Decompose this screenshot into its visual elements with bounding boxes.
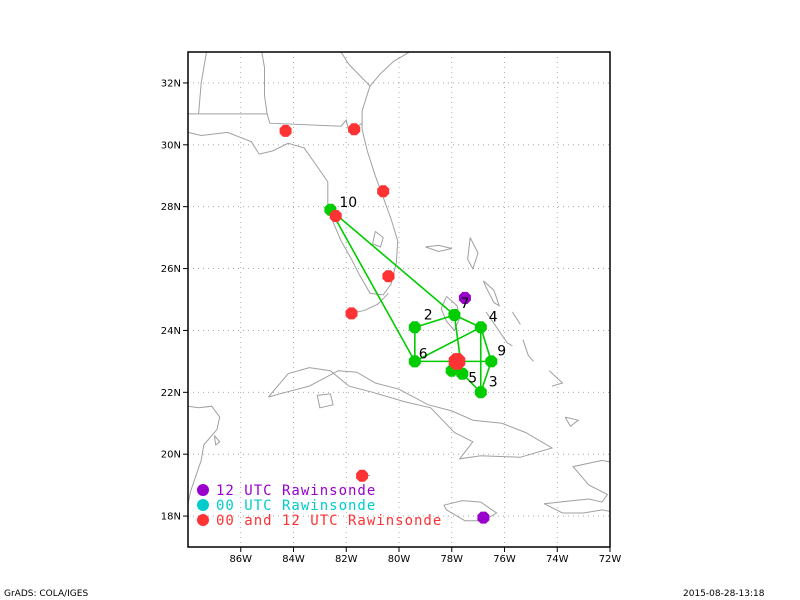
axis-ticks: 86W 84W 82W 80W 78W 76W 74W 72W 18N 20N 22N 24N 26N 2… [161, 78, 622, 565]
tick-label-x: 72W [599, 554, 622, 565]
tick-label-x: 86W [229, 554, 252, 565]
tick-label-x: 82W [335, 554, 358, 565]
tick-label-y: 26N [161, 264, 181, 275]
rawinsonde-00-12utc-marker [345, 307, 358, 320]
coastline [188, 405, 221, 504]
legend-label-12utc: 12 UTC Rawinsonde [216, 483, 376, 499]
station-label: 5 [468, 371, 477, 387]
gridlines [188, 52, 610, 547]
coastline [316, 393, 334, 409]
legend-label-00-12utc: 00 and 12 UTC Rawinsonde [216, 513, 442, 529]
station-label: 10 [339, 195, 357, 211]
track-segment [414, 314, 455, 329]
tick-label-x: 84W [282, 554, 305, 565]
tick-label-y: 30N [161, 140, 181, 151]
legend-label-00utc: 00 UTC Rawinsonde [216, 498, 376, 514]
coastline [544, 459, 610, 505]
footer-credit: GrADS: COLA/IGES [4, 589, 88, 599]
coastline [188, 52, 268, 115]
track-segment [329, 209, 416, 362]
tick-label-x: 80W [388, 554, 411, 565]
tick-label-y: 22N [161, 388, 181, 399]
footer-timestamp: 2015-08-28-13:18 [683, 589, 765, 599]
station-label: 3 [489, 374, 498, 390]
tick-label-y: 32N [161, 78, 181, 89]
tick-label-y: 18N [161, 512, 181, 523]
coastlines [188, 52, 610, 522]
station-point [474, 321, 487, 334]
tick-label-x: 76W [493, 554, 516, 565]
station-point [448, 309, 461, 321]
track-segment [414, 326, 482, 363]
station-labels: 2 3 4 5 6 7 9 10 [339, 195, 506, 390]
station-label: 7 [460, 296, 469, 312]
rawinsonde-00-12utc-marker [377, 185, 390, 198]
coastline [443, 500, 498, 522]
legend-marker-00-12utc [197, 514, 209, 526]
coastline [188, 52, 410, 296]
station-label: 9 [497, 343, 506, 359]
rawinsonde-12utc-marker [477, 511, 490, 524]
coastline [564, 416, 580, 428]
coastline [440, 296, 461, 332]
legend-marker-00utc [197, 499, 209, 511]
station-point [408, 321, 421, 334]
tick-label-y: 24N [161, 326, 181, 337]
tick-label-x: 78W [440, 554, 463, 565]
coastline [372, 231, 384, 248]
rawinsonde-00-12utc-marker [329, 210, 342, 222]
legend-marker-12utc [197, 484, 209, 496]
coastline [198, 52, 207, 114]
station-point [456, 367, 469, 380]
rawinsonde-00-12utc-marker [448, 353, 466, 370]
station-point [474, 386, 487, 399]
coastline [268, 367, 554, 460]
coastline [425, 244, 452, 253]
coastline [340, 52, 371, 87]
rawinsonde-12utc-marker [458, 291, 471, 304]
coastline [522, 339, 534, 362]
legend: 12 UTC Rawinsonde 00 UTC Rawinsonde 00 a… [197, 483, 442, 529]
rawinsonde-00-12utc-marker [348, 123, 361, 136]
rawinsonde-00-12utc-marker [279, 124, 292, 137]
station-label: 4 [489, 309, 498, 325]
track-segment [329, 209, 455, 316]
rawinsonde-00-12utc-marker [356, 469, 369, 482]
coastline [548, 370, 564, 387]
station-label: 2 [424, 307, 433, 323]
coastline [467, 237, 479, 270]
station-markers [279, 123, 498, 524]
tick-label-y: 20N [161, 450, 181, 461]
station-label: 6 [419, 346, 428, 362]
coastline [543, 503, 610, 514]
tick-label-y: 28N [161, 202, 181, 213]
coastline [485, 311, 513, 347]
rawinsonde-00-12utc-marker [382, 270, 395, 283]
coastline [213, 435, 221, 446]
coastline [511, 311, 521, 325]
coastline [482, 280, 501, 307]
tick-label-x: 74W [546, 554, 569, 565]
station-point [485, 355, 498, 368]
station-point [408, 355, 421, 368]
coastline [351, 292, 389, 314]
